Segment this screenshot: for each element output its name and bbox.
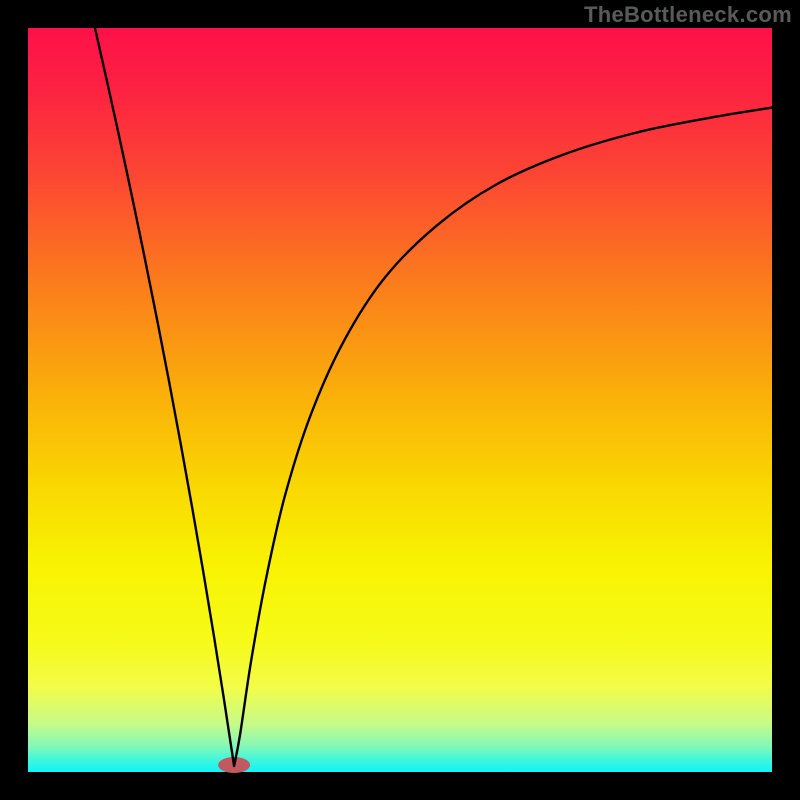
bottleneck-chart [0, 0, 800, 800]
plot-background [28, 28, 772, 772]
watermark-text: TheBottleneck.com [584, 2, 792, 28]
chart-container: TheBottleneck.com [0, 0, 800, 800]
